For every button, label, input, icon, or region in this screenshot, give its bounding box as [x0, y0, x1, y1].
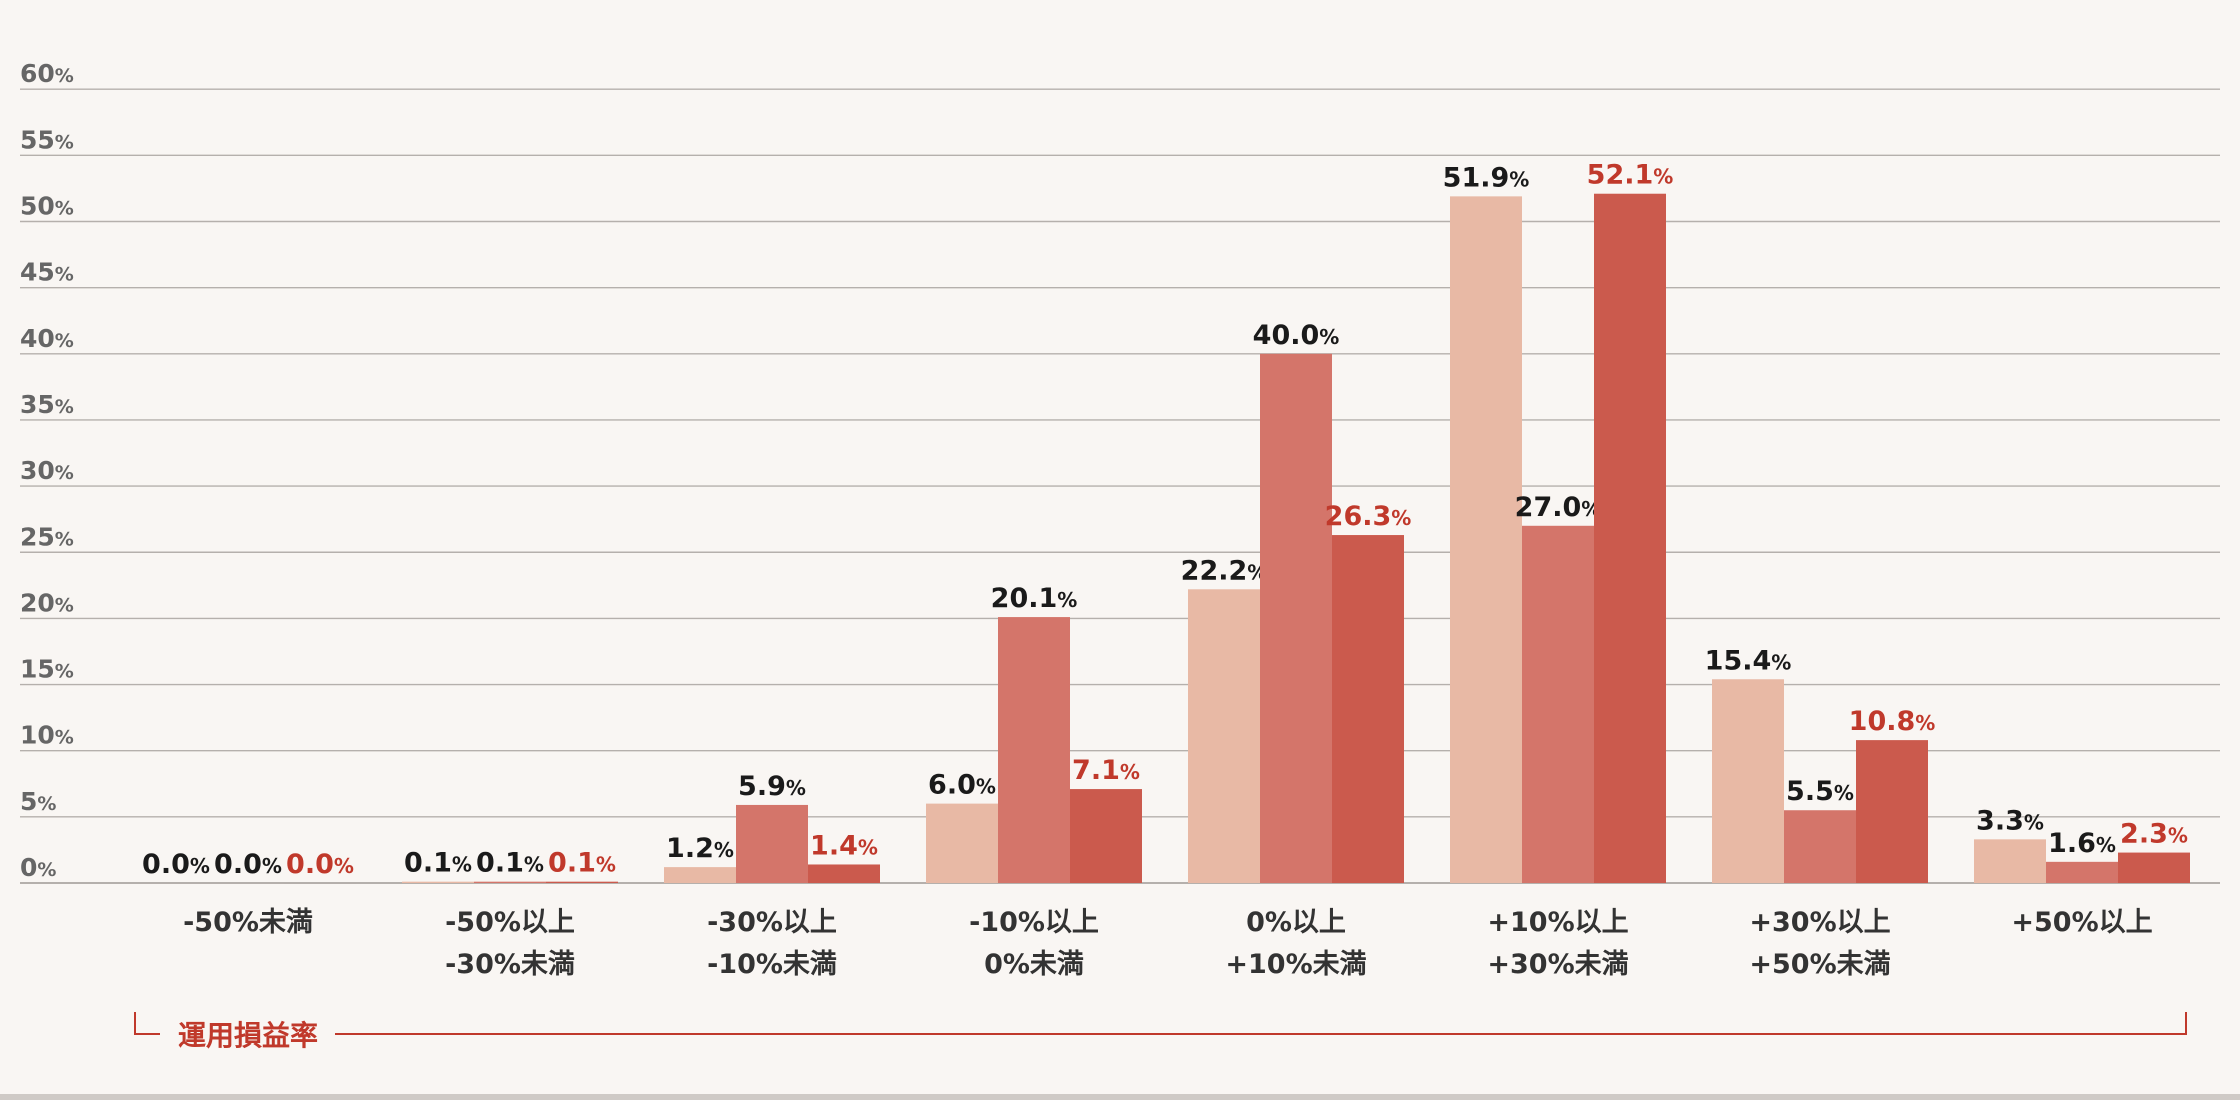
bar	[2118, 852, 2190, 883]
x-tick-label: -30%以上-10%未満	[707, 907, 837, 980]
bar	[1260, 353, 1332, 883]
y-tick-label: 40%	[20, 324, 74, 353]
bar	[1594, 193, 1666, 884]
data-label: 0.0%	[286, 849, 354, 880]
y-tick-label: 20%	[20, 588, 74, 617]
data-label: 52.1%	[1587, 160, 1674, 191]
y-tick-label: 10%	[20, 721, 74, 750]
data-label: 0.1%	[548, 848, 616, 879]
bar	[664, 867, 736, 883]
data-label: 3.3%	[1976, 805, 2044, 836]
data-label: 10.8%	[1849, 706, 1936, 737]
data-label: 0.0%	[214, 849, 282, 880]
data-label: 7.1%	[1072, 755, 1140, 786]
data-label: 51.9%	[1443, 162, 1530, 193]
y-tick-label: 60%	[20, 59, 74, 88]
data-label: 40.0%	[1253, 320, 1340, 351]
data-label: 1.4%	[810, 830, 878, 861]
data-label: 20.1%	[991, 583, 1078, 614]
y-tick-label: 25%	[20, 522, 74, 551]
x-axis-bracket-right	[335, 1012, 2187, 1035]
bar	[1712, 679, 1784, 883]
y-tick-label: 30%	[20, 456, 74, 485]
bar	[474, 881, 546, 883]
x-tick-label: +50%以上	[2011, 907, 2152, 938]
x-axis-title: 運用損益率	[178, 1019, 318, 1052]
data-label: 27.0%	[1515, 492, 1602, 523]
bar	[736, 804, 808, 883]
data-label: 5.9%	[738, 771, 806, 802]
bar	[1856, 740, 1928, 883]
bar	[1784, 810, 1856, 883]
data-label: 22.2%	[1181, 555, 1268, 586]
x-tick-label: -50%未満	[183, 907, 313, 938]
bottom-divider	[0, 1094, 2240, 1100]
data-label: 0.1%	[404, 848, 472, 879]
bar	[1974, 839, 2046, 883]
data-label: 2.3%	[2120, 819, 2188, 850]
bar	[546, 881, 618, 883]
bar	[1522, 525, 1594, 883]
x-tick-label: +30%以上+50%未満	[1749, 907, 1890, 980]
bar	[1188, 589, 1260, 883]
bar	[808, 864, 880, 883]
x-tick-label: -50%以上-30%未満	[445, 907, 575, 980]
bar	[1450, 196, 1522, 883]
data-label: 1.2%	[666, 833, 734, 864]
bar	[2046, 861, 2118, 883]
bar	[926, 803, 998, 883]
x-axis-bracket-left	[134, 1012, 160, 1035]
data-label: 15.4%	[1705, 645, 1792, 676]
data-label: 0.1%	[476, 848, 544, 879]
data-label: 6.0%	[928, 770, 996, 801]
y-tick-label: 15%	[20, 655, 74, 684]
y-tick-label: 50%	[20, 192, 74, 221]
y-tick-label: 35%	[20, 390, 74, 419]
bar	[402, 881, 474, 883]
x-tick-label: +10%以上+30%未満	[1487, 907, 1628, 980]
y-tick-label: 45%	[20, 258, 74, 287]
x-tick-label: -10%以上 0%未満	[969, 907, 1099, 980]
y-tick-label: 55%	[20, 125, 74, 154]
y-tick-label: 0%	[20, 853, 56, 882]
data-label: 1.6%	[2048, 828, 2116, 859]
x-tick-label: 0%以上+10%未満	[1225, 907, 1366, 980]
y-tick-label: 5%	[20, 787, 56, 816]
bar	[998, 617, 1070, 883]
data-label: 0.0%	[142, 849, 210, 880]
bar	[1070, 789, 1142, 883]
data-label: 26.3%	[1325, 501, 1412, 532]
data-label: 5.5%	[1786, 776, 1854, 807]
bar	[1332, 535, 1404, 883]
